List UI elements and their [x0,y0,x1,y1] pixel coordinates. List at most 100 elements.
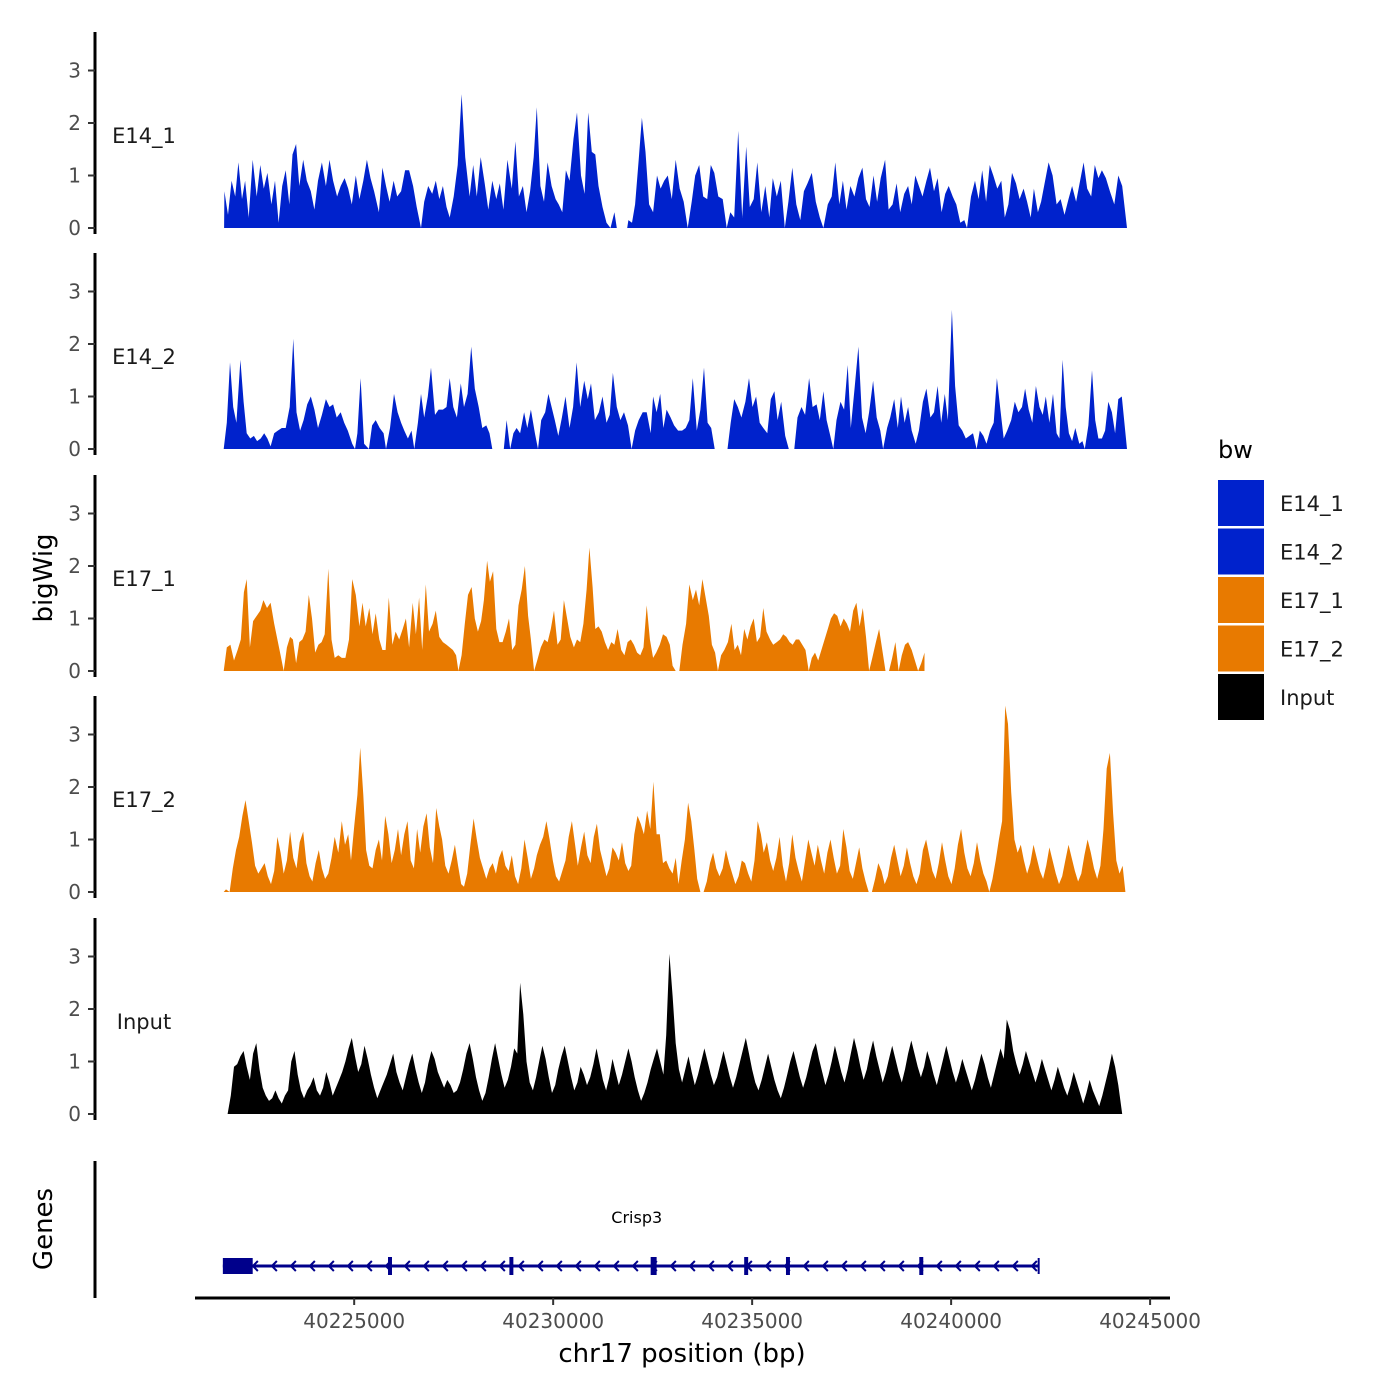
track-e17-1: 0 1 2 3 E17_1 [68,475,925,683]
y-tick-label: 0 [68,216,81,240]
strand-arrow [859,1260,867,1272]
strand-arrow [935,1260,943,1272]
y-tick-label: 0 [68,880,81,904]
y-tick-label: 0 [68,1102,81,1126]
y-tick-label: 2 [68,997,81,1021]
strand-arrow [270,1260,278,1272]
gene-exon [785,1257,790,1275]
x-tick-label: 40240000 [900,1309,1002,1333]
gene-exon [744,1257,749,1275]
strand-arrow [764,1260,772,1272]
strand-arrow [327,1260,335,1272]
strand-arrow [289,1260,297,1272]
track-label: E14_2 [112,345,176,370]
gene-exon [509,1257,514,1275]
y-axis-title: bigWig [29,533,59,622]
legend-swatch [1218,674,1264,720]
strand-arrow [669,1260,677,1272]
strand-arrow [498,1260,506,1272]
y-tick-label: 3 [68,502,81,526]
legend-label: Input [1280,686,1334,710]
strand-arrow [992,1260,1000,1272]
strand-arrow [403,1260,411,1272]
gene-name-label: Crisp3 [611,1208,662,1227]
x-tick-label: 40225000 [303,1309,405,1333]
legend-swatch [1218,480,1264,526]
y-tick-label: 3 [68,280,81,304]
track-e17-2: 0 1 2 3 E17_2 [68,696,1126,904]
strand-arrow [897,1260,905,1272]
strand-arrow [574,1260,582,1272]
legend-swatch [1218,528,1264,575]
gene-exon [650,1257,657,1275]
strand-arrow [517,1260,525,1272]
x-axis-title: chr17 position (bp) [558,1339,805,1369]
legend-item: E17_1 [1218,577,1344,623]
legend-label: E14_2 [1280,541,1344,566]
strand-arrow [460,1260,468,1272]
track-e14-1: 0 1 2 3 E14_1 [68,32,1128,240]
x-tick-label: 40230000 [502,1309,604,1333]
strand-arrow [802,1260,810,1272]
legend-swatch [1218,577,1264,623]
y-tick-label: 2 [68,554,81,578]
y-tick-label: 3 [68,945,81,969]
track-label: Input [117,1010,171,1034]
strand-arrow [631,1260,639,1272]
legend-label: E14_1 [1280,492,1344,517]
track-label: E14_1 [112,124,176,149]
track-label: E17_2 [112,788,176,813]
strand-arrow [479,1260,487,1272]
legend-title: bw [1218,436,1253,464]
tracks-layer: 0 1 2 3 E14_1 0 1 2 3 E14_2 0 1 2 3 E17_1 0 1 2 3 E17_2 0 1 2 3… [68,32,1128,1126]
y-tick-label: 1 [68,164,81,188]
signal-area [223,309,1127,449]
y-tick-label: 1 [68,385,81,409]
y-tick-label: 2 [68,111,81,135]
y-tick-label: 3 [68,59,81,83]
strand-arrow [707,1260,715,1272]
legend-item: E14_1 [1218,480,1344,526]
strand-arrow [422,1260,430,1272]
strand-arrow [346,1260,354,1272]
strand-arrow [251,1260,259,1272]
legend-item: E14_2 [1218,528,1344,575]
strand-arrow [840,1260,848,1272]
legend-label: E17_2 [1280,638,1344,663]
strand-arrow [365,1260,373,1272]
signal-area [223,547,925,671]
y-tick-label: 2 [68,332,81,356]
y-tick-label: 0 [68,437,81,461]
strand-arrow [954,1260,962,1272]
strand-arrow [441,1260,449,1272]
legend-swatch [1218,625,1264,672]
legend: bw E14_1 E14_2 E17_1 E17_2 Input [1218,436,1344,720]
strand-arrow [878,1260,886,1272]
strand-arrow [726,1260,734,1272]
y-tick-label: 0 [68,659,81,683]
strand-arrow [973,1260,981,1272]
strand-arrow [555,1260,563,1272]
x-tick-label: 40235000 [701,1309,803,1333]
strand-arrow [612,1260,620,1272]
y-tick-label: 3 [68,723,81,747]
gene-exon [919,1257,924,1275]
y-tick-label: 2 [68,775,81,799]
y-tick-label: 1 [68,1050,81,1074]
strand-arrow [593,1260,601,1272]
x-axis: 40225000 40230000 40235000 40240000 40245000 [195,1296,1201,1333]
strand-arrow [1011,1260,1019,1272]
x-tick-label: 40245000 [1099,1309,1201,1333]
strand-arrow [688,1260,696,1272]
track-e14-2: 0 1 2 3 E14_2 [68,253,1127,461]
legend-item: E17_2 [1218,625,1344,672]
signal-area [224,94,1128,228]
strand-arrow [1030,1260,1038,1272]
strand-arrow [308,1260,316,1272]
genes-panel-title: Genes [29,1188,59,1270]
signal-area [227,953,1123,1114]
track-label: E17_1 [112,567,176,592]
y-tick-label: 1 [68,828,81,852]
track-input: 0 1 2 3 Input [68,918,1123,1126]
